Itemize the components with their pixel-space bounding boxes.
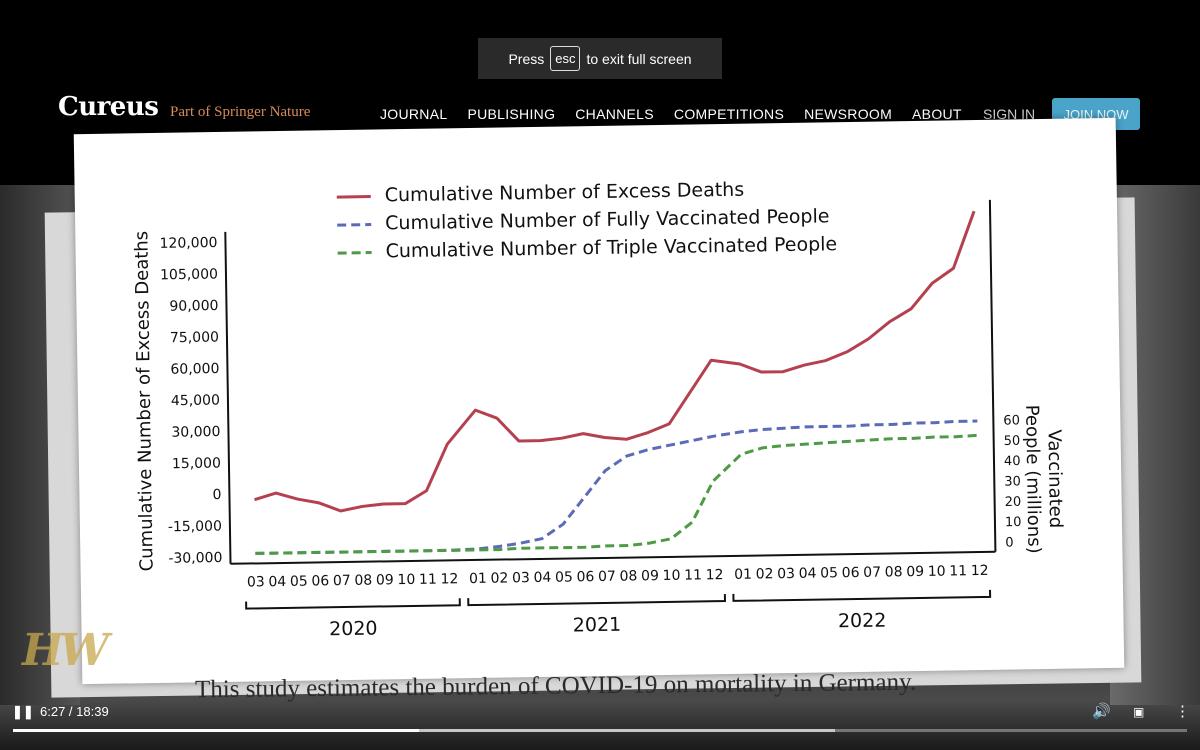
legend-entry: Cumulative Number of Triple Vaccinated P… [385, 233, 837, 262]
right-tick-label: 50 [1004, 434, 1021, 449]
month-tick-label: 09 [376, 572, 394, 588]
year-label: 2020 [329, 618, 378, 641]
month-tick-label: 08 [885, 564, 903, 580]
month-tick-label: 03 [512, 570, 530, 586]
progress-bar[interactable] [13, 729, 1187, 732]
month-tick-label: 10 [397, 572, 415, 588]
series-line [255, 433, 978, 555]
site-nav: JOURNAL PUBLISHING CHANNELS COMPETITIONS… [380, 106, 962, 122]
left-tick-label: 60,000 [170, 361, 219, 378]
fullscreen-notice-prefix: Press [508, 50, 545, 67]
month-tick-label: 07 [863, 565, 881, 581]
left-tick-label: 90,000 [169, 298, 218, 315]
month-tick-label: 02 [756, 566, 774, 582]
left-tick-label: 120,000 [159, 235, 217, 252]
month-tick-label: 11 [684, 567, 702, 583]
month-tick-label: 04 [268, 574, 286, 590]
more-vert-icon[interactable]: ⋮ [1175, 703, 1190, 720]
month-tick-label: 07 [598, 569, 616, 585]
progress-buffered [13, 729, 835, 732]
right-axis-label-line2: People (millions) [1021, 405, 1044, 554]
month-tick-label: 05 [290, 574, 308, 590]
right-axis [988, 199, 997, 552]
legend-swatch [337, 223, 372, 227]
pause-icon[interactable]: ❚❚ [12, 704, 34, 719]
right-tick-label: 20 [1005, 495, 1022, 510]
month-tick-label: 12 [440, 571, 458, 587]
month-tick-label: 11 [419, 572, 437, 588]
year-bracket [732, 589, 992, 602]
right-tick-label: 10 [1005, 515, 1022, 530]
right-tick-label: 0 [1005, 536, 1014, 551]
left-tick-label: 15,000 [172, 455, 221, 472]
progress-played [13, 729, 420, 732]
legend-swatch [336, 195, 371, 199]
month-tick-label: 11 [949, 563, 967, 579]
month-tick-label: 06 [842, 565, 860, 581]
year-label: 2021 [573, 614, 622, 637]
month-tick-label: 07 [333, 573, 351, 589]
legend-entry: Cumulative Number of Excess Deaths [385, 179, 745, 207]
month-tick-label: 01 [469, 571, 487, 587]
left-tick-label: 30,000 [171, 424, 220, 441]
sign-in-link[interactable]: SIGN IN [983, 106, 1036, 122]
nav-channels[interactable]: CHANNELS [575, 106, 654, 122]
site-logo-subtitle: Part of Springer Nature [170, 104, 311, 120]
left-tick-label: 0 [212, 487, 221, 503]
month-tick-label: 01 [734, 567, 752, 583]
right-tick-label: 60 [1003, 413, 1020, 428]
legend-entry: Cumulative Number of Fully Vaccinated Pe… [385, 205, 830, 234]
month-tick-label: 03 [247, 574, 265, 590]
month-tick-label: 06 [311, 573, 329, 589]
left-tick-label: -15,000 [168, 518, 222, 535]
left-axis-label: Cumulative Number of Excess Deaths [131, 231, 157, 572]
nav-journal[interactable]: JOURNAL [380, 106, 448, 122]
chart-card: 120,000 105,000 90,000 75,000 60,000 45,000 30… [73, 117, 1125, 685]
year-bracket [467, 594, 726, 607]
nav-publishing[interactable]: PUBLISHING [467, 106, 556, 122]
month-tick-label: 10 [928, 564, 946, 580]
exit-fullscreen-icon[interactable]: ▣ [1133, 705, 1145, 719]
esc-key: esc [550, 46, 581, 71]
month-tick-label: 09 [641, 568, 659, 584]
month-tick-label: 10 [663, 568, 681, 584]
excess-deaths-chart: 120,000 105,000 90,000 75,000 60,000 45,000 30… [131, 179, 1067, 641]
month-tick-label: 12 [971, 563, 989, 579]
nav-newsroom[interactable]: NEWSROOM [804, 106, 893, 122]
month-tick-label: 08 [619, 568, 637, 584]
left-tick-label: -30,000 [168, 550, 222, 567]
right-axis-label-line1: Vaccinated [1044, 429, 1067, 528]
month-tick-label: 02 [490, 570, 508, 586]
month-tick-label: 05 [820, 565, 838, 581]
series-line [254, 210, 976, 513]
channel-watermark-logo: HW [22, 625, 109, 676]
left-axis [224, 231, 232, 564]
x-axis [230, 550, 996, 565]
left-tick-label: 105,000 [160, 266, 218, 283]
nav-about[interactable]: ABOUT [912, 106, 962, 122]
month-tick-label: 12 [706, 567, 724, 583]
month-tick-label: 08 [354, 573, 372, 589]
left-tick-label: 75,000 [170, 329, 219, 346]
month-tick-label: 03 [777, 566, 795, 582]
fullscreen-notice-suffix: to exit full screen [586, 50, 692, 67]
nav-competitions[interactable]: COMPETITIONS [673, 106, 785, 122]
site-logo[interactable]: Cureus [58, 92, 159, 122]
year-bracket [245, 598, 461, 610]
video-controls: ❚❚ 6:27 / 18:39 🔊 ▣ ⋮ [0, 700, 1200, 750]
month-tick-label: 04 [533, 570, 551, 586]
month-tick-label: 05 [555, 569, 573, 585]
site-header: Cureus Part of Springer Nature JOURNAL P… [0, 85, 1200, 145]
fullscreen-notice: Press esc to exit full screen [478, 38, 722, 79]
month-tick-label: 06 [576, 569, 594, 585]
month-tick-label: 04 [799, 566, 817, 582]
legend-swatch [337, 251, 372, 255]
volume-icon[interactable]: 🔊 [1092, 703, 1111, 720]
time-display: 6:27 / 18:39 [40, 704, 109, 719]
right-tick-label: 40 [1004, 454, 1021, 469]
left-tick-label: 45,000 [171, 392, 220, 409]
month-tick-label: 09 [906, 564, 924, 580]
year-label: 2022 [838, 610, 887, 633]
right-tick-label: 30 [1004, 474, 1021, 489]
